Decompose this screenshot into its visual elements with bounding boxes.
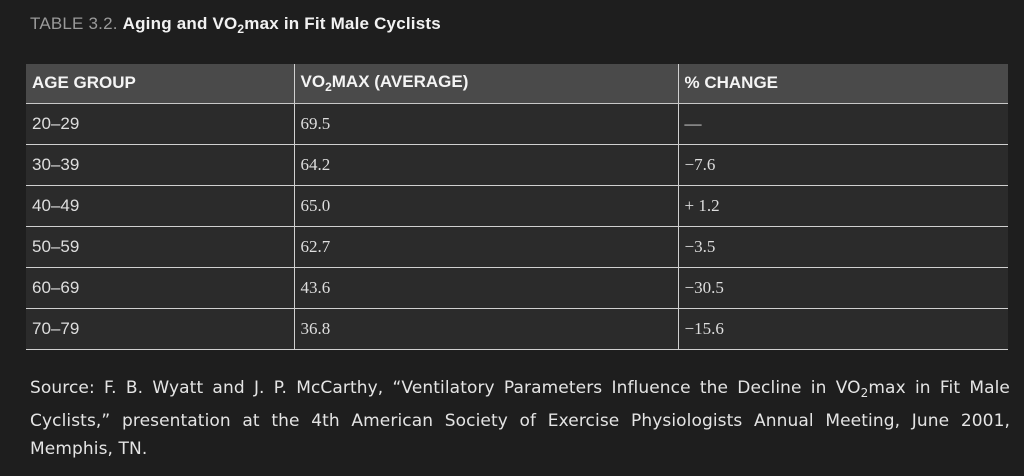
cell-age-group: 70–79	[26, 308, 294, 350]
cell-age-group: 50–59	[26, 226, 294, 268]
cell-percent-change: −30.5	[677, 267, 1008, 309]
cell-vo2max: 36.8	[293, 308, 678, 350]
cell-vo2max: 64.2	[293, 144, 678, 186]
cell-age-group: 30–39	[26, 144, 294, 186]
header-vo2max: VO2MAX (AVERAGE)	[293, 64, 678, 104]
table-title: Aging and VO2max in Fit Male Cyclists	[122, 14, 441, 36]
cell-vo2max: 65.0	[293, 185, 678, 227]
table-number: TABLE 3.2.	[30, 14, 118, 33]
cell-vo2max: 69.5	[293, 103, 678, 145]
table-header-row: AGE GROUP VO2MAX (AVERAGE) % CHANGE	[26, 64, 1008, 104]
vo2-aging-table: AGE GROUP VO2MAX (AVERAGE) % CHANGE 20–2…	[26, 64, 1008, 350]
header-percent-change: % CHANGE	[677, 64, 1008, 104]
table-row: 20–29 69.5 —	[26, 103, 1008, 145]
header-age-group: AGE GROUP	[26, 64, 294, 104]
table-row: 70–79 36.8 −15.6	[26, 308, 1008, 350]
table-row: 40–49 65.0 + 1.2	[26, 185, 1008, 227]
cell-percent-change: −15.6	[677, 308, 1008, 350]
table-caption: TABLE 3.2. Aging and VO2max in Fit Male …	[30, 14, 441, 36]
table-row: 50–59 62.7 −3.5	[26, 226, 1008, 268]
cell-age-group: 20–29	[26, 103, 294, 145]
table-row: 30–39 64.2 −7.6	[26, 144, 1008, 186]
cell-percent-change: −7.6	[677, 144, 1008, 186]
cell-percent-change: + 1.2	[677, 185, 1008, 227]
cell-percent-change: −3.5	[677, 226, 1008, 268]
cell-vo2max: 62.7	[293, 226, 678, 268]
cell-age-group: 40–49	[26, 185, 294, 227]
table-row: 60–69 43.6 −30.5	[26, 267, 1008, 309]
source-note: Source: F. B. Wyatt and J. P. McCarthy, …	[30, 378, 1010, 459]
cell-vo2max: 43.6	[293, 267, 678, 309]
cell-age-group: 60–69	[26, 267, 294, 309]
cell-percent-change: —	[677, 103, 1008, 145]
